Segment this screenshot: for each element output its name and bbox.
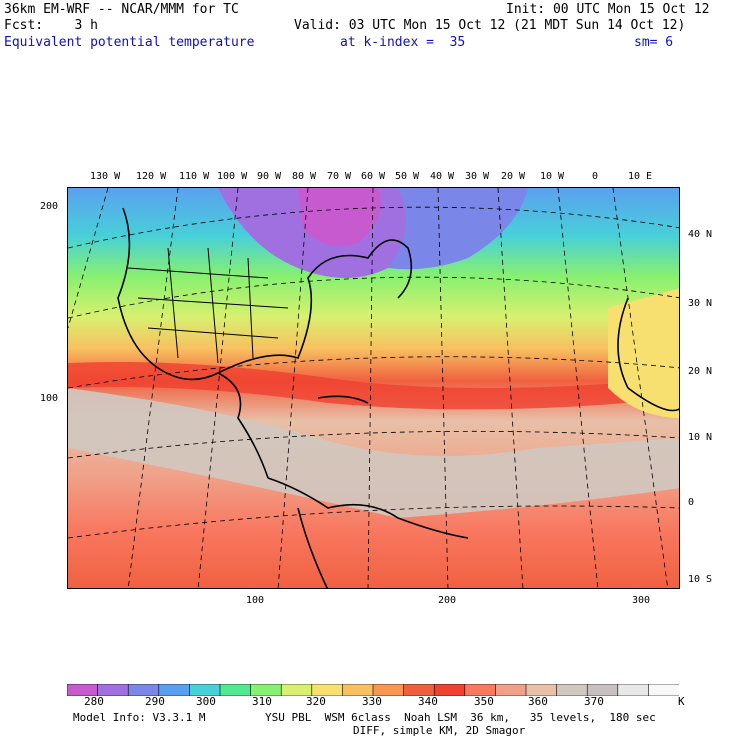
colorbar-swatch [495, 683, 527, 697]
colorbar-swatch [433, 683, 466, 697]
lon-label: 90 W [257, 171, 282, 182]
lat-label: 40 N [688, 229, 713, 240]
theta-e-map [67, 187, 680, 589]
forecast-hour: Fcst: 3 h [4, 18, 98, 33]
model-info: Model Info: V3.3.1 M [73, 711, 206, 724]
colorbar-swatch [617, 683, 650, 697]
colorbar-swatch [648, 683, 680, 697]
subtropic-east [608, 288, 679, 418]
colorbar-swatch [219, 683, 252, 697]
grid-y-label: 100 [40, 393, 59, 404]
lon-label: 20 W [501, 171, 526, 182]
state-borders [127, 247, 289, 364]
lon-label: 110 W [179, 171, 210, 182]
lon-label: 80 W [292, 171, 317, 182]
grid-y-label: 200 [40, 201, 59, 212]
diffusion-info: DIFF, simple KM, 2D Smagor [353, 724, 526, 737]
lon-label: 30 W [465, 171, 490, 182]
tropical-band [68, 388, 679, 518]
colorbar-label: 290 [145, 695, 165, 708]
lon-label: 130 W [90, 171, 121, 182]
init-time: Init: 00 UTC Mon 15 Oct 12 [506, 2, 710, 17]
valid-time: Valid: 03 UTC Mon 15 Oct 12 (21 MDT Sun … [294, 18, 686, 33]
field-name: Equivalent potential temperature [4, 35, 255, 50]
lon-label: 10 E [628, 171, 653, 182]
colorbar-label: 300 [196, 695, 216, 708]
colorbar-label: 280 [84, 695, 104, 708]
colorbar-label: 350 [474, 695, 494, 708]
grid-x-label: 200 [438, 595, 457, 606]
lon-label: 40 W [430, 171, 455, 182]
colorbar-unit: K [678, 695, 685, 708]
lon-label: 50 W [395, 171, 420, 182]
cold-core [298, 188, 381, 246]
lon-label: 10 W [540, 171, 565, 182]
lon-label: 0 [592, 171, 599, 182]
smoothing: sm= 6 [634, 35, 674, 50]
lon-label: 60 W [361, 171, 386, 182]
lat-label: 0 [688, 497, 695, 508]
lat-label: 30 N [688, 298, 713, 309]
physics-info: YSU PBL WSM 6class Noah LSM 36 km, 35 le… [265, 711, 656, 724]
colorbar-label: 360 [528, 695, 548, 708]
lat-label: 20 N [688, 366, 713, 377]
lon-label: 70 W [327, 171, 352, 182]
lon-label: 120 W [136, 171, 167, 182]
blue-region [388, 188, 528, 270]
graticule [68, 188, 679, 588]
lat-label: 10 S [688, 574, 713, 585]
colorbar-label: 320 [306, 695, 326, 708]
colorbar-label: 370 [584, 695, 604, 708]
colorbar-label: 340 [418, 695, 438, 708]
lat-label: 10 N [688, 432, 713, 443]
level-index: at k-index = 35 [340, 35, 466, 50]
colorbar-label: 310 [252, 695, 272, 708]
colorbar [66, 681, 680, 697]
grid-x-label: 300 [632, 595, 651, 606]
coastlines [117, 207, 679, 588]
colorbar-label: 330 [362, 695, 382, 708]
model-title: 36km EM-WRF -- NCAR/MMM for TC [4, 2, 239, 17]
lon-label: 100 W [217, 171, 248, 182]
grid-x-label: 100 [246, 595, 265, 606]
